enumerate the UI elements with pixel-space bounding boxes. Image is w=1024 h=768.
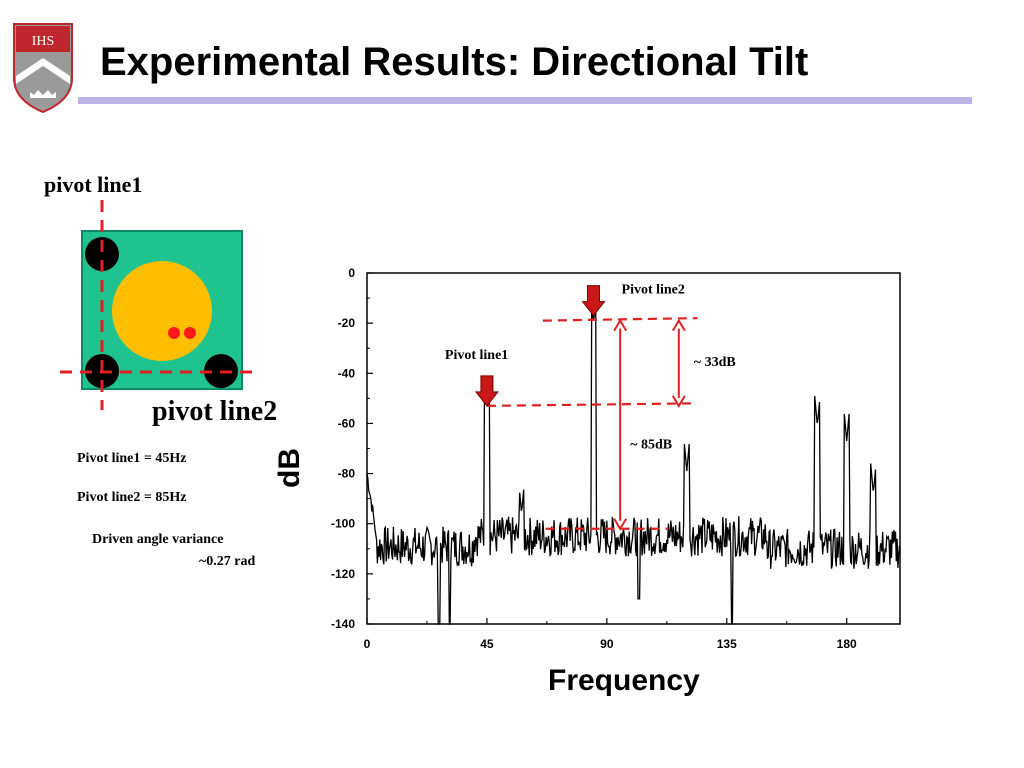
- x-tick-label: 180: [837, 637, 857, 651]
- marker-pivot-line1-label: Pivot line1: [445, 348, 508, 363]
- x-axis-label: Frequency: [548, 664, 700, 697]
- arrow-33db-head-top: [671, 318, 686, 332]
- logo-text: IHS: [32, 34, 55, 49]
- y-axis-label: dB: [273, 448, 306, 488]
- logo-shield: IHS: [13, 23, 73, 114]
- red-dot: [184, 327, 196, 339]
- arrow-85db-head-top: [613, 318, 628, 332]
- y-tick-label: 0: [348, 266, 355, 280]
- title-underline: [78, 97, 972, 104]
- pivot-line2-caption: pivot line2: [152, 396, 278, 427]
- crown-icon: [30, 90, 56, 98]
- note-pivot-line2: Pivot line2 = 85Hz: [77, 490, 187, 505]
- marker-pivot-line2-label: Pivot line2: [622, 283, 685, 298]
- series-line: [366, 299, 901, 625]
- ref-line-pivot1: [486, 402, 693, 407]
- y-tick-label: -100: [331, 517, 355, 531]
- x-tick-label: 45: [480, 637, 494, 651]
- note-angle-variance-label: Driven angle variance: [92, 532, 224, 547]
- marker-pivot-line1-arrow: [474, 375, 499, 407]
- logo-chevron: [16, 58, 70, 84]
- y-tick-label: -60: [338, 416, 356, 430]
- arrow-85db-head-bottom: [613, 518, 628, 531]
- pivot-line1-caption: pivot line1: [44, 172, 143, 197]
- x-tick-label: 0: [364, 637, 371, 651]
- arrow-33db-head-bottom: [671, 395, 686, 408]
- annotation-33db: ~ 33dB: [694, 355, 736, 370]
- y-tick-label: -20: [338, 316, 356, 330]
- y-tick-label: -40: [338, 366, 356, 380]
- note-angle-variance-value: ~0.27 rad: [199, 554, 256, 569]
- x-tick-label: 90: [600, 637, 614, 651]
- hole-top-left: [85, 237, 119, 271]
- y-tick-label: -120: [331, 567, 355, 581]
- y-tick-label: -80: [338, 467, 356, 481]
- note-pivot-line1: Pivot line1 = 45Hz: [77, 451, 187, 466]
- y-tick-label: -140: [331, 617, 355, 631]
- page-title: Experimental Results: Directional Tilt: [100, 40, 809, 84]
- pivot-diagram: [60, 200, 258, 410]
- marker-pivot-line2-arrow: [581, 285, 606, 317]
- red-dot: [168, 327, 180, 339]
- logo-shield-top: [16, 26, 70, 52]
- annotation-85db: ~ 85dB: [630, 437, 672, 452]
- x-tick-label: 135: [717, 637, 737, 651]
